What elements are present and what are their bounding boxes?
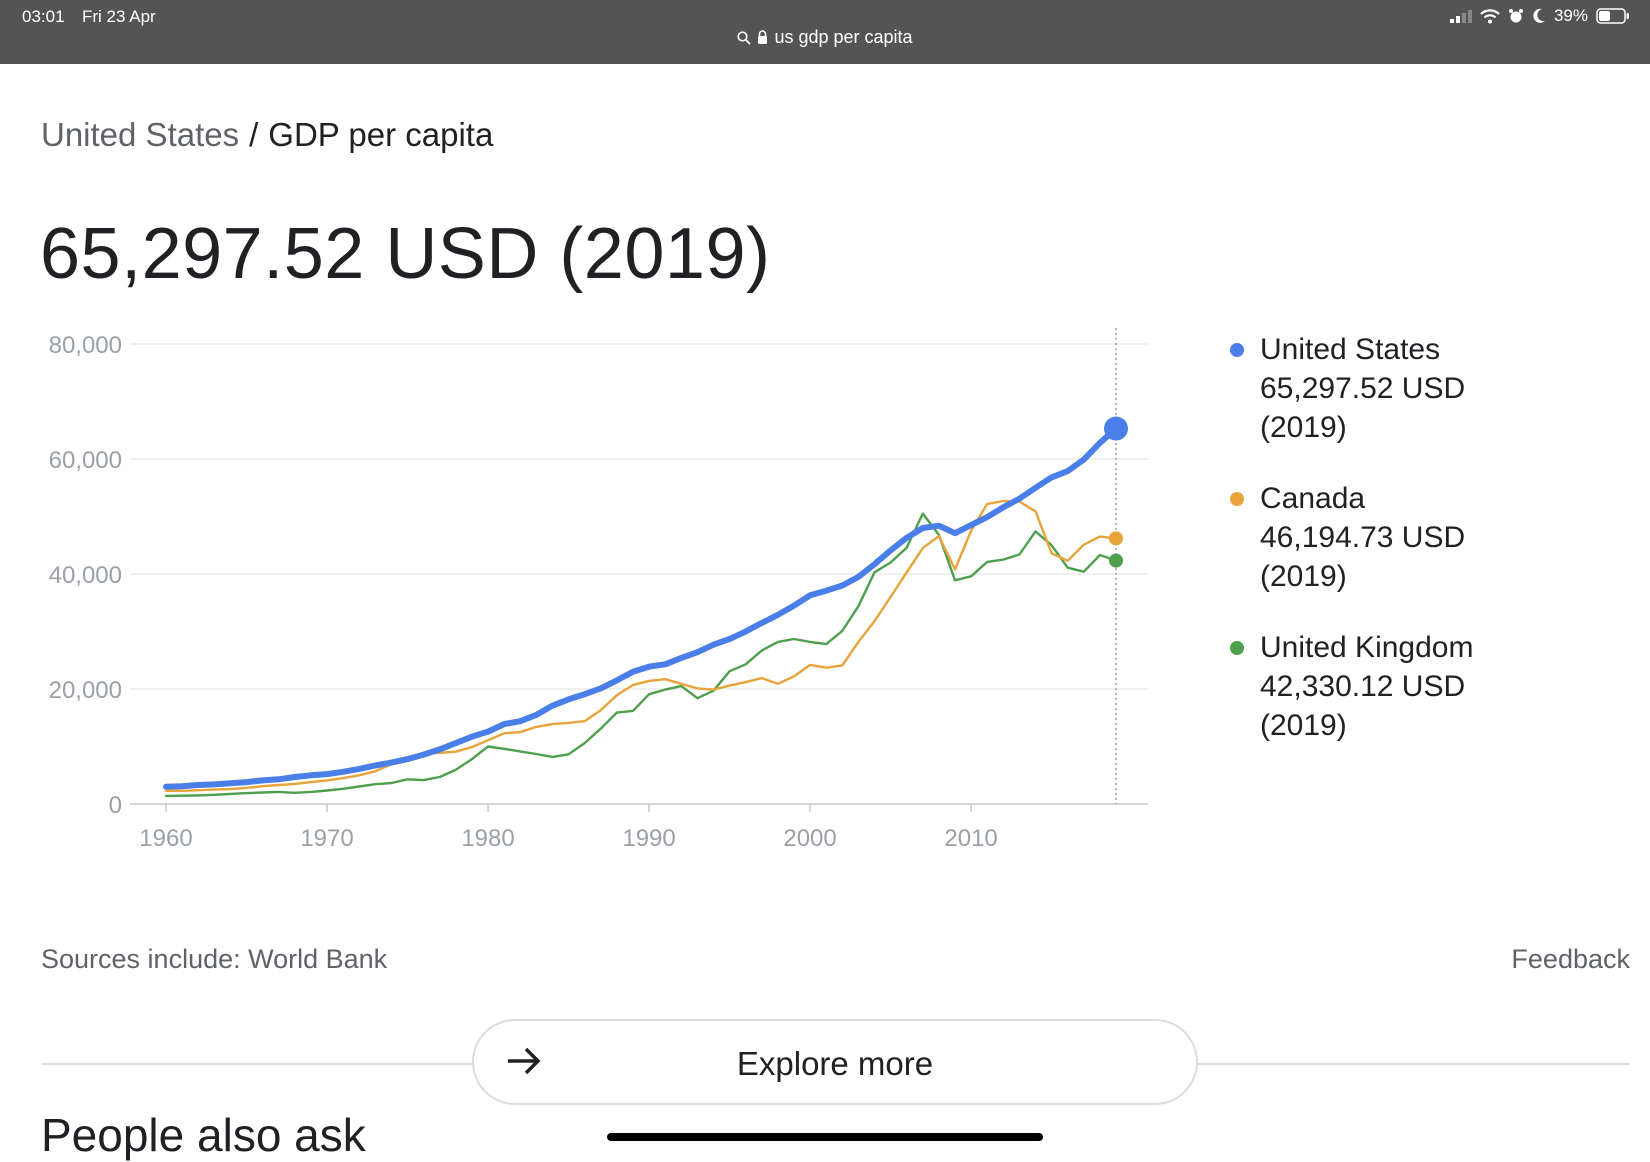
people-also-ask-heading: People also ask xyxy=(41,1109,366,1161)
y-tick-label: 0 xyxy=(109,792,122,819)
legend-item-united-kingdom[interactable]: United Kingdom 42,330.12 USD (2019) xyxy=(1230,628,1640,745)
x-tick-label: 2000 xyxy=(783,825,836,852)
y-tick-label: 40,000 xyxy=(49,562,122,589)
home-indicator xyxy=(607,1133,1043,1141)
series-line-united-states[interactable] xyxy=(163,425,1119,790)
explore-more-label: Explore more xyxy=(736,1045,934,1082)
legend-marker-united-states xyxy=(1230,343,1244,357)
x-tick-label: 1970 xyxy=(300,825,353,852)
breadcrumb: United States / GDP per capita xyxy=(41,116,493,154)
signal-icon xyxy=(1449,9,1472,23)
x-tick-label: 1990 xyxy=(622,825,675,852)
legend-value: 46,194.73 USD xyxy=(1260,521,1466,554)
legend-marker-united-kingdom xyxy=(1230,641,1244,655)
series-point-united-states[interactable] xyxy=(1104,416,1128,441)
legend-marker-canada xyxy=(1230,492,1244,506)
y-tick-label: 20,000 xyxy=(49,677,122,704)
y-tick-label: 60,000 xyxy=(49,447,122,474)
legend-year: (2019) xyxy=(1260,411,1347,444)
arrow-right-icon xyxy=(508,1047,541,1075)
breadcrumb-country[interactable]: United States xyxy=(41,116,240,153)
chart-legend: United States 65,297.52 USD (2019) Canad… xyxy=(1230,330,1640,777)
divider-right xyxy=(1198,1063,1630,1065)
x-tick-label: 2010 xyxy=(944,825,997,852)
y-tick-label: 80,000 xyxy=(49,332,122,359)
series-point-canada[interactable] xyxy=(1109,531,1123,546)
headline-value: 65,297.52 USD (2019) xyxy=(40,214,771,294)
address-text: us gdp per capita xyxy=(774,27,913,47)
address-bar[interactable]: us gdp per capita xyxy=(0,27,1650,48)
breadcrumb-metric: GDP per capita xyxy=(268,116,494,153)
alarm-icon xyxy=(1508,9,1523,23)
gdp-line-chart[interactable]: 80,000 60,000 40,000 20,000 0 1960 1970 1980 19… xyxy=(0,300,1180,860)
lock-icon xyxy=(758,30,768,44)
breadcrumb-separator: / xyxy=(249,116,259,153)
legend-item-canada[interactable]: Canada 46,194.73 USD (2019) xyxy=(1230,479,1640,596)
legend-year: (2019) xyxy=(1260,709,1347,742)
series-point-united-kingdom[interactable] xyxy=(1109,553,1123,568)
wifi-icon xyxy=(1480,8,1500,23)
x-tick-label: 1980 xyxy=(461,825,514,852)
legend-value: 65,297.52 USD xyxy=(1260,372,1466,405)
legend-name: Canada xyxy=(1260,482,1366,515)
explore-more-button[interactable]: Explore more xyxy=(472,1019,1198,1105)
x-tick-label: 1960 xyxy=(139,825,192,852)
legend-year: (2019) xyxy=(1260,560,1347,593)
moon-icon xyxy=(1533,8,1545,23)
feedback-link[interactable]: Feedback xyxy=(1511,944,1630,974)
battery-icon xyxy=(1596,8,1629,24)
series-line-united-kingdom[interactable] xyxy=(164,512,1118,798)
sources-text: Sources include: World Bank xyxy=(41,944,388,974)
status-date: Fri 23 Apr xyxy=(82,7,156,26)
series-line-canada[interactable] xyxy=(164,499,1118,792)
legend-item-united-states[interactable]: United States 65,297.52 USD (2019) xyxy=(1230,330,1640,447)
status-indicators: 39% xyxy=(1449,6,1630,26)
search-icon xyxy=(737,30,752,45)
divider-left xyxy=(41,1063,473,1065)
status-bar: 03:01 Fri 23 Apr us gdp per capita xyxy=(0,0,1650,64)
legend-value: 42,330.12 USD xyxy=(1260,670,1466,703)
battery-percent: 39% xyxy=(1553,6,1588,25)
status-time: 03:01 xyxy=(22,7,65,26)
legend-name: United Kingdom xyxy=(1260,631,1474,664)
legend-name: United States xyxy=(1260,333,1441,366)
